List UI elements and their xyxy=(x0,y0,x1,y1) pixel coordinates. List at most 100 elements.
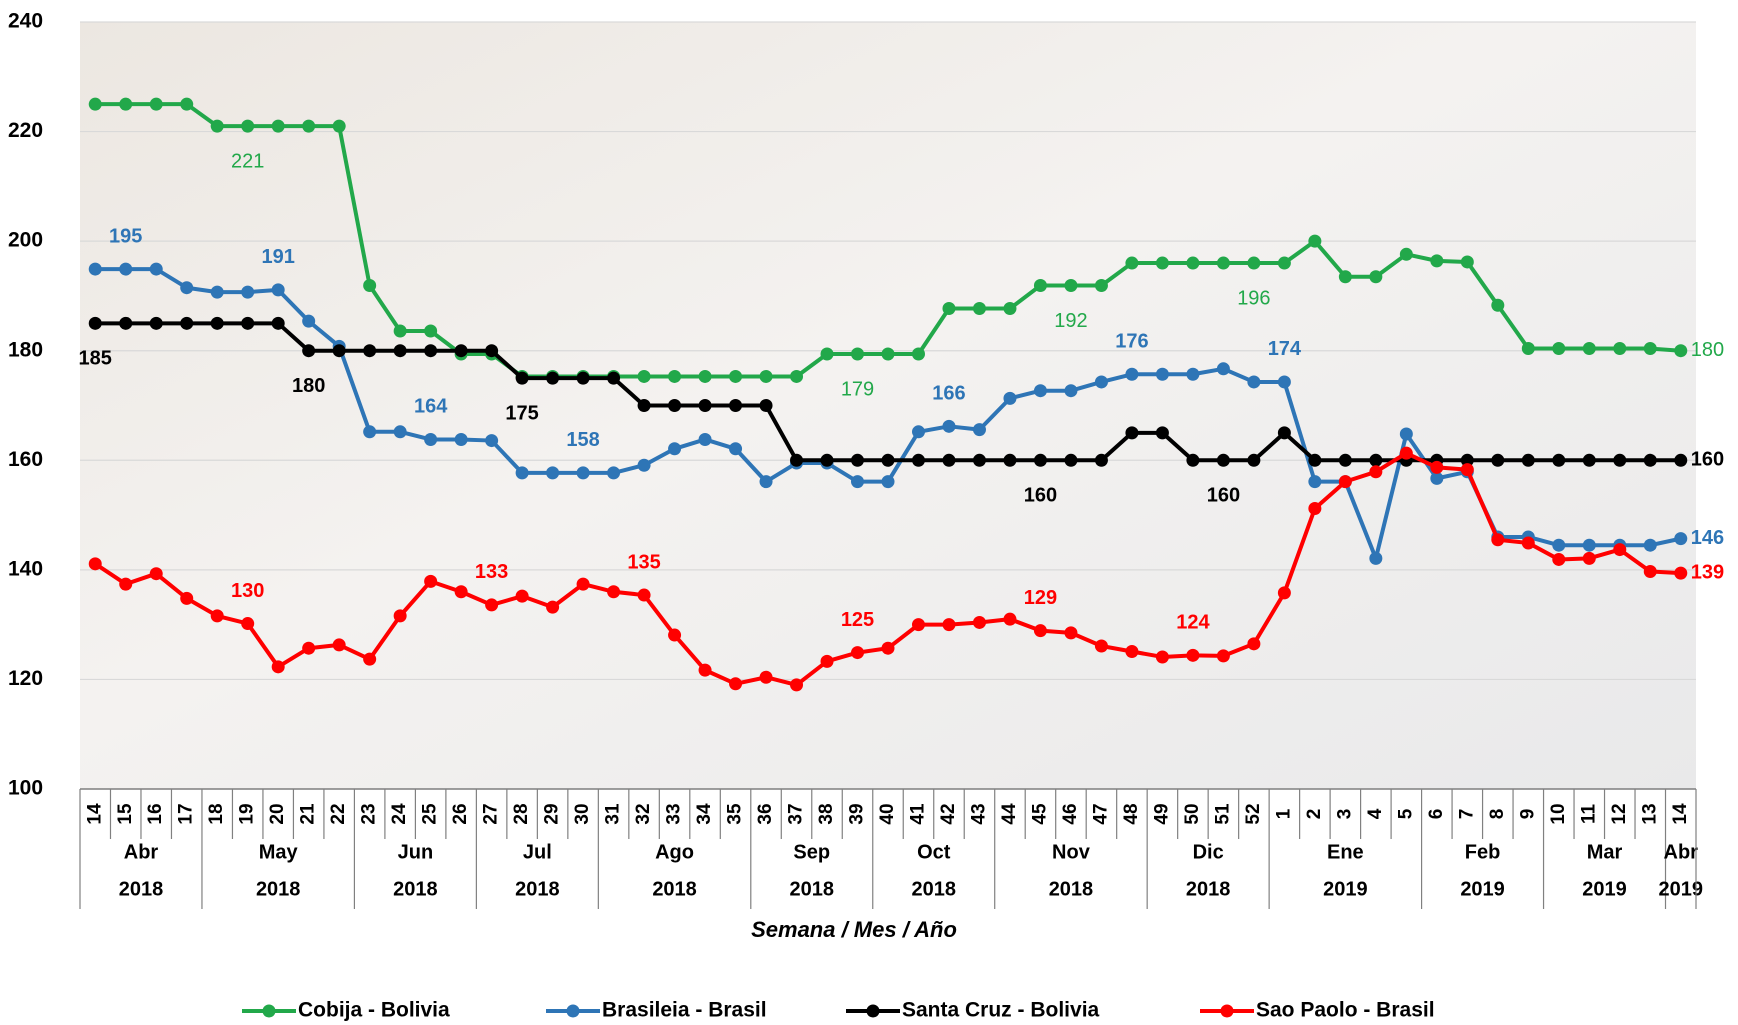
data-point xyxy=(790,678,804,692)
x-tick-label: 21 xyxy=(298,803,319,825)
data-point xyxy=(1064,279,1078,293)
year-label: 2018 xyxy=(790,878,835,900)
data-point xyxy=(668,442,682,456)
data-point xyxy=(485,598,499,612)
data-point xyxy=(790,369,804,383)
x-tick-label: 24 xyxy=(389,803,410,825)
data-point xyxy=(729,369,743,383)
data-point xyxy=(1308,475,1322,489)
data-point xyxy=(1674,453,1688,467)
data-point xyxy=(149,316,163,330)
x-tick-label: 38 xyxy=(816,803,837,824)
data-label: 196 xyxy=(1237,287,1270,309)
data-point xyxy=(88,262,102,276)
data-point xyxy=(424,432,438,446)
x-tick-label: 34 xyxy=(694,803,715,825)
x-tick-label: 14 xyxy=(1670,803,1691,825)
year-label: 2018 xyxy=(1049,878,1094,900)
x-tick-label: 8 xyxy=(1487,809,1508,820)
data-point xyxy=(1216,649,1230,663)
legend-label: Sao Paolo - Brasil xyxy=(1256,999,1435,1022)
data-point xyxy=(698,399,712,412)
data-point xyxy=(241,119,255,133)
data-point xyxy=(1552,342,1566,356)
data-point xyxy=(1216,256,1230,270)
data-point xyxy=(424,344,438,358)
data-point xyxy=(1613,453,1627,467)
data-point xyxy=(119,577,133,591)
legend-label: Brasileia - Brasil xyxy=(602,999,767,1022)
data-point xyxy=(729,399,743,412)
data-point xyxy=(1277,256,1291,270)
data-point xyxy=(1369,465,1383,479)
x-tick-label: 45 xyxy=(1029,803,1050,825)
plot-background xyxy=(80,22,1696,789)
data-label: 129 xyxy=(1024,587,1057,609)
data-point xyxy=(1552,552,1566,566)
x-tick-label: 15 xyxy=(115,803,136,825)
x-tick-label: 23 xyxy=(359,803,380,824)
data-label: 160 xyxy=(1024,485,1057,507)
x-tick-label: 31 xyxy=(603,803,624,825)
data-point xyxy=(332,119,346,133)
data-label: 160 xyxy=(1691,449,1724,471)
x-tick-label: 32 xyxy=(633,803,654,824)
data-point xyxy=(881,453,895,467)
x-tick-label: 52 xyxy=(1243,803,1264,824)
data-point xyxy=(1491,298,1505,312)
x-tick-label: 33 xyxy=(664,803,685,824)
data-point xyxy=(515,589,529,603)
data-point xyxy=(88,97,102,111)
data-point xyxy=(1338,270,1352,284)
data-point xyxy=(119,316,133,330)
data-point xyxy=(1094,453,1108,467)
data-point xyxy=(302,119,316,133)
data-point xyxy=(972,615,986,629)
data-point xyxy=(119,262,133,276)
data-point xyxy=(1277,426,1291,440)
data-point xyxy=(546,600,560,614)
y-tick-label: 200 xyxy=(8,229,43,252)
data-point xyxy=(1125,644,1139,658)
data-point xyxy=(241,316,255,330)
data-point xyxy=(729,442,743,456)
data-point xyxy=(424,324,438,338)
data-point xyxy=(1521,342,1535,356)
data-point xyxy=(911,453,925,467)
data-point xyxy=(332,344,346,358)
month-label: Mar xyxy=(1587,841,1623,863)
data-label: 175 xyxy=(505,402,538,424)
data-point xyxy=(851,453,865,467)
x-tick-label: 37 xyxy=(786,803,807,824)
data-point xyxy=(1552,453,1566,467)
data-point xyxy=(149,97,163,111)
data-point xyxy=(88,316,102,330)
month-label: Jul xyxy=(523,841,552,863)
data-label: 179 xyxy=(841,378,874,400)
data-point xyxy=(1186,367,1200,381)
year-label: 2018 xyxy=(515,878,560,900)
data-point xyxy=(1430,254,1444,268)
data-point xyxy=(1277,375,1291,389)
data-point xyxy=(1399,446,1413,460)
x-tick-label: 29 xyxy=(542,803,563,824)
month-label: Nov xyxy=(1052,841,1091,863)
data-point xyxy=(1125,426,1139,440)
legend-label: Cobija - Bolivia xyxy=(298,999,450,1022)
data-point xyxy=(1338,475,1352,489)
x-tick-label: 50 xyxy=(1182,803,1203,824)
data-point xyxy=(607,466,621,480)
x-tick-label: 41 xyxy=(908,803,929,825)
data-point xyxy=(1094,375,1108,389)
legend-marker xyxy=(1220,1004,1234,1018)
year-label: 2018 xyxy=(652,878,697,900)
month-label: Ago xyxy=(655,841,694,863)
x-tick-label: 42 xyxy=(938,803,959,824)
data-point xyxy=(942,419,956,433)
data-point xyxy=(698,432,712,446)
data-point xyxy=(1552,538,1566,552)
data-point xyxy=(1064,384,1078,398)
data-point xyxy=(149,567,163,581)
legend-marker xyxy=(262,1004,276,1018)
data-label: 164 xyxy=(414,396,448,418)
